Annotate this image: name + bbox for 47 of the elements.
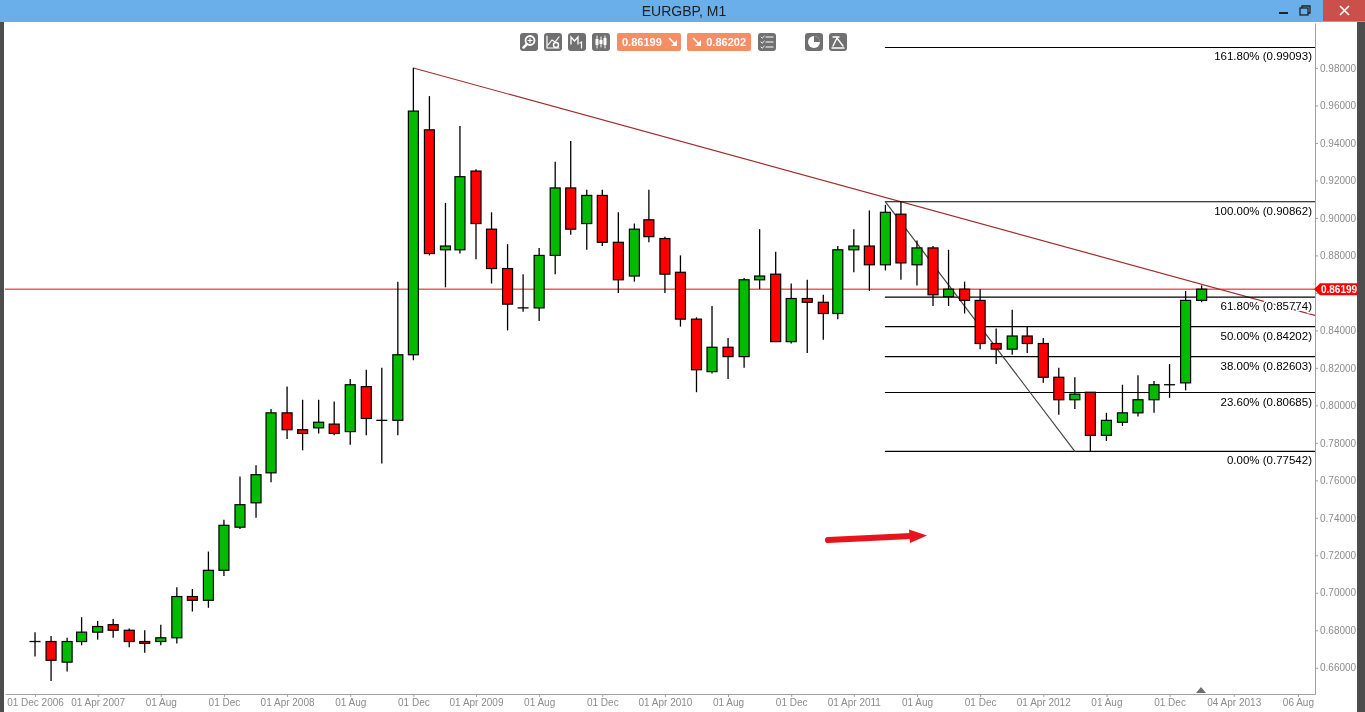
ref-line-label: 0.86199 (1320, 283, 1358, 295)
y-tick-label: 0.90000 (1320, 212, 1357, 224)
x-tick-label: 01 Apr 2007 (71, 697, 126, 709)
x-tick-label: 01 Apr 2012 (1016, 697, 1072, 709)
x-tick-label: 01 Dec (775, 697, 808, 709)
series-label: 50.00% (0.84202) (1220, 329, 1313, 342)
y-tick-label: 0.70000 (1320, 587, 1357, 599)
y-tick-label: 0.84000 (1320, 325, 1357, 337)
x-tick-label: 01 Dec (964, 697, 997, 709)
x-tick-label: 01 Dec (1154, 697, 1186, 709)
y-tick-label: 0.82000 (1320, 362, 1357, 374)
x-tick-label: 06 Aug (1282, 697, 1314, 709)
x-tick-label: 01 Aug (145, 697, 177, 709)
x-tick-label: 01 Apr 2010 (638, 697, 693, 709)
x-tick-label: 01 Apr 2009 (449, 697, 504, 709)
x-tick-label: 01 Aug (335, 697, 367, 709)
x-tick-label: 01 Aug (901, 697, 934, 709)
x-tick-label: 01 Aug (712, 697, 745, 709)
chart-title: EURGBP, M1 (641, 3, 727, 19)
x-tick-label: 01 Aug (1091, 697, 1123, 709)
series-label: 161.80% (0.99093) (1214, 50, 1313, 63)
y-tick-label: 0.80000 (1320, 400, 1357, 412)
x-tick-label: 01 Apr 2008 (260, 697, 315, 709)
x-tick-label: 01 Dec (586, 697, 619, 709)
y-tick-label: 0.78000 (1320, 437, 1357, 449)
y-tick-label: 0.72000 (1320, 550, 1357, 561)
x-tick-label: 01 Apr 2011 (827, 697, 882, 709)
y-tick-label: 0.68000 (1320, 624, 1357, 636)
series-label: 23.60% (0.80685) (1220, 395, 1313, 408)
y-tick-label: 0.94000 (1320, 137, 1357, 149)
y-tick-label: 0.98000 (1320, 62, 1357, 74)
x-tick-label: 01 Aug (524, 697, 556, 709)
series-label: 0.00% (0.77542) (1226, 454, 1313, 467)
y-tick-label: 0.88000 (1320, 250, 1357, 262)
y-tick-label: 0.66000 (1320, 662, 1357, 674)
y-tick-label: 0.96000 (1320, 100, 1357, 112)
y-tick-label: 0.92000 (1320, 175, 1357, 187)
x-tick-label: 01 Dec (208, 697, 241, 709)
x-tick-label: 01 Dec 2006 (7, 697, 65, 709)
x-tick-label: 01 Dec (398, 697, 430, 709)
x-tick-label: 04 Apr 2013 (1207, 697, 1262, 709)
series-label: 100.00% (0.90862) (1214, 204, 1313, 217)
annotation: 0.86199 (622, 36, 662, 48)
y-tick-label: 0.74000 (1320, 512, 1357, 524)
annotation: 0.86202 (706, 36, 746, 48)
series-label: 38.00% (0.82603) (1220, 359, 1313, 372)
y-tick-label: 0.76000 (1320, 475, 1357, 487)
